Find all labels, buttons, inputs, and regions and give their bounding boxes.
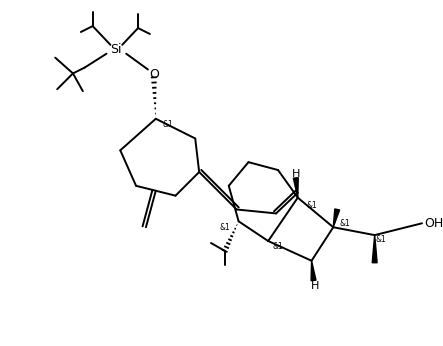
Text: &1: &1 — [306, 201, 317, 210]
Polygon shape — [293, 178, 298, 198]
Text: H: H — [291, 169, 300, 179]
Polygon shape — [333, 209, 340, 227]
Text: &1: &1 — [162, 120, 173, 129]
Text: &1: &1 — [273, 243, 284, 252]
Text: H: H — [311, 281, 320, 291]
Text: OH: OH — [424, 217, 443, 230]
Text: O: O — [149, 68, 159, 81]
Text: &1: &1 — [340, 219, 350, 228]
Text: &1: &1 — [219, 223, 230, 232]
Polygon shape — [372, 235, 377, 263]
Text: &1: &1 — [375, 235, 386, 244]
Polygon shape — [311, 261, 316, 281]
Text: Si: Si — [111, 43, 122, 56]
